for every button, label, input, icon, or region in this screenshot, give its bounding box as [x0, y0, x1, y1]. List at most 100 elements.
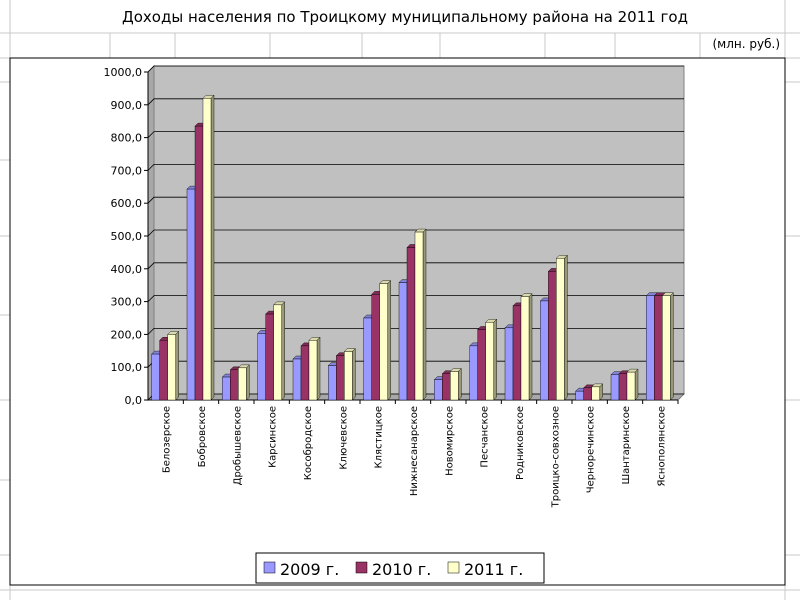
bar — [575, 390, 584, 401]
legend: 2009 г. 2010 г. 2011 г. — [255, 552, 545, 584]
x-tick-label: Черноречинское — [586, 406, 597, 493]
x-tick-label: Новомирское — [444, 406, 455, 476]
y-tick-label: 0,0 — [125, 394, 143, 407]
bar — [265, 313, 274, 401]
bar-side — [634, 368, 639, 401]
y-tick-label: 800,0 — [111, 132, 143, 145]
x-tick-label: Дробышевское — [232, 406, 243, 485]
bar-side — [422, 228, 427, 401]
bar — [442, 373, 451, 401]
legend-label: 2010 г. — [372, 560, 431, 579]
bar — [610, 374, 620, 401]
bar — [398, 282, 408, 401]
x-tick-label: Белозерское — [162, 406, 173, 473]
bar — [540, 300, 549, 401]
y-tick-label: 200,0 — [111, 328, 143, 341]
bar — [292, 358, 302, 401]
bar-side — [458, 367, 462, 401]
x-tick-label: Родниковское — [515, 406, 526, 480]
grid-line — [147, 295, 684, 302]
bar — [477, 329, 486, 401]
bar-side — [528, 293, 533, 401]
grid-line — [147, 163, 684, 171]
y-tick-label: 900,0 — [111, 99, 143, 112]
bar-group — [520, 293, 533, 401]
grid-line — [147, 196, 684, 204]
bar-group — [237, 364, 250, 401]
bar-side — [670, 292, 674, 401]
bar-group — [555, 254, 568, 401]
x-tick-label: Ключевское — [338, 406, 349, 470]
grid-line — [147, 98, 684, 106]
bar — [469, 345, 478, 401]
unit-label: (млн. руб.) — [713, 37, 781, 51]
legend-box — [255, 552, 545, 584]
bar-side — [175, 330, 179, 401]
bar-side — [316, 336, 321, 401]
bar-side — [564, 254, 568, 401]
y-tick-label: 400,0 — [111, 263, 143, 276]
bar — [450, 371, 459, 401]
bar-group — [273, 301, 286, 401]
bar — [336, 355, 345, 401]
bar — [308, 340, 318, 401]
x-tick-label: Бобровское — [197, 406, 208, 467]
bar-group — [626, 368, 639, 401]
grid-line — [147, 262, 684, 270]
grid-line — [147, 229, 684, 237]
bar — [300, 345, 310, 401]
bar-side — [387, 280, 391, 401]
bar — [406, 247, 416, 401]
bar-group — [485, 318, 498, 401]
bar-side — [246, 364, 250, 401]
y-tick-label: 600,0 — [111, 197, 143, 210]
bar — [504, 327, 514, 401]
bar-group — [414, 228, 427, 401]
x-tick-label: Клястицкое — [374, 406, 385, 468]
bar — [646, 295, 655, 401]
bar — [194, 125, 204, 401]
bar — [662, 295, 671, 401]
y-tick-label: 1000,0 — [104, 66, 143, 79]
bar — [273, 304, 282, 401]
bar — [556, 258, 565, 401]
bar — [654, 295, 663, 401]
bar — [222, 376, 231, 401]
x-tick-label: Троицко-совхозное — [550, 406, 561, 508]
bar — [363, 317, 372, 401]
bar — [257, 333, 266, 401]
legend-swatch — [355, 561, 368, 574]
x-tick-label: Песчанское — [480, 406, 491, 468]
x-tick-label: Шантаринское — [621, 406, 632, 485]
y-tick-label: 300,0 — [111, 296, 143, 309]
bar — [520, 296, 530, 401]
y-tick-label: 100,0 — [111, 361, 143, 374]
x-tick-label: Нижнесанарское — [409, 406, 420, 496]
bar — [583, 387, 592, 401]
bar — [434, 379, 443, 401]
bar-group — [449, 367, 462, 401]
bar — [159, 340, 168, 401]
bar — [344, 351, 353, 401]
bar-side — [493, 318, 497, 401]
bar — [626, 371, 636, 401]
bar-group — [343, 347, 356, 401]
bar — [151, 353, 160, 401]
bar — [371, 294, 380, 401]
bar — [591, 386, 600, 401]
bar — [230, 369, 239, 401]
bar — [379, 283, 388, 401]
x-tick-label: Яснополянское — [656, 406, 667, 487]
bar — [238, 367, 247, 401]
legend-label: 2011 г. — [464, 560, 523, 579]
y-tick-label: 500,0 — [111, 230, 143, 243]
bar — [414, 231, 424, 401]
bar-group — [661, 292, 674, 401]
x-tick-label: Кособродское — [303, 406, 314, 480]
bar — [167, 334, 176, 401]
bar — [485, 322, 494, 401]
bar — [548, 271, 557, 401]
bar — [186, 188, 196, 401]
